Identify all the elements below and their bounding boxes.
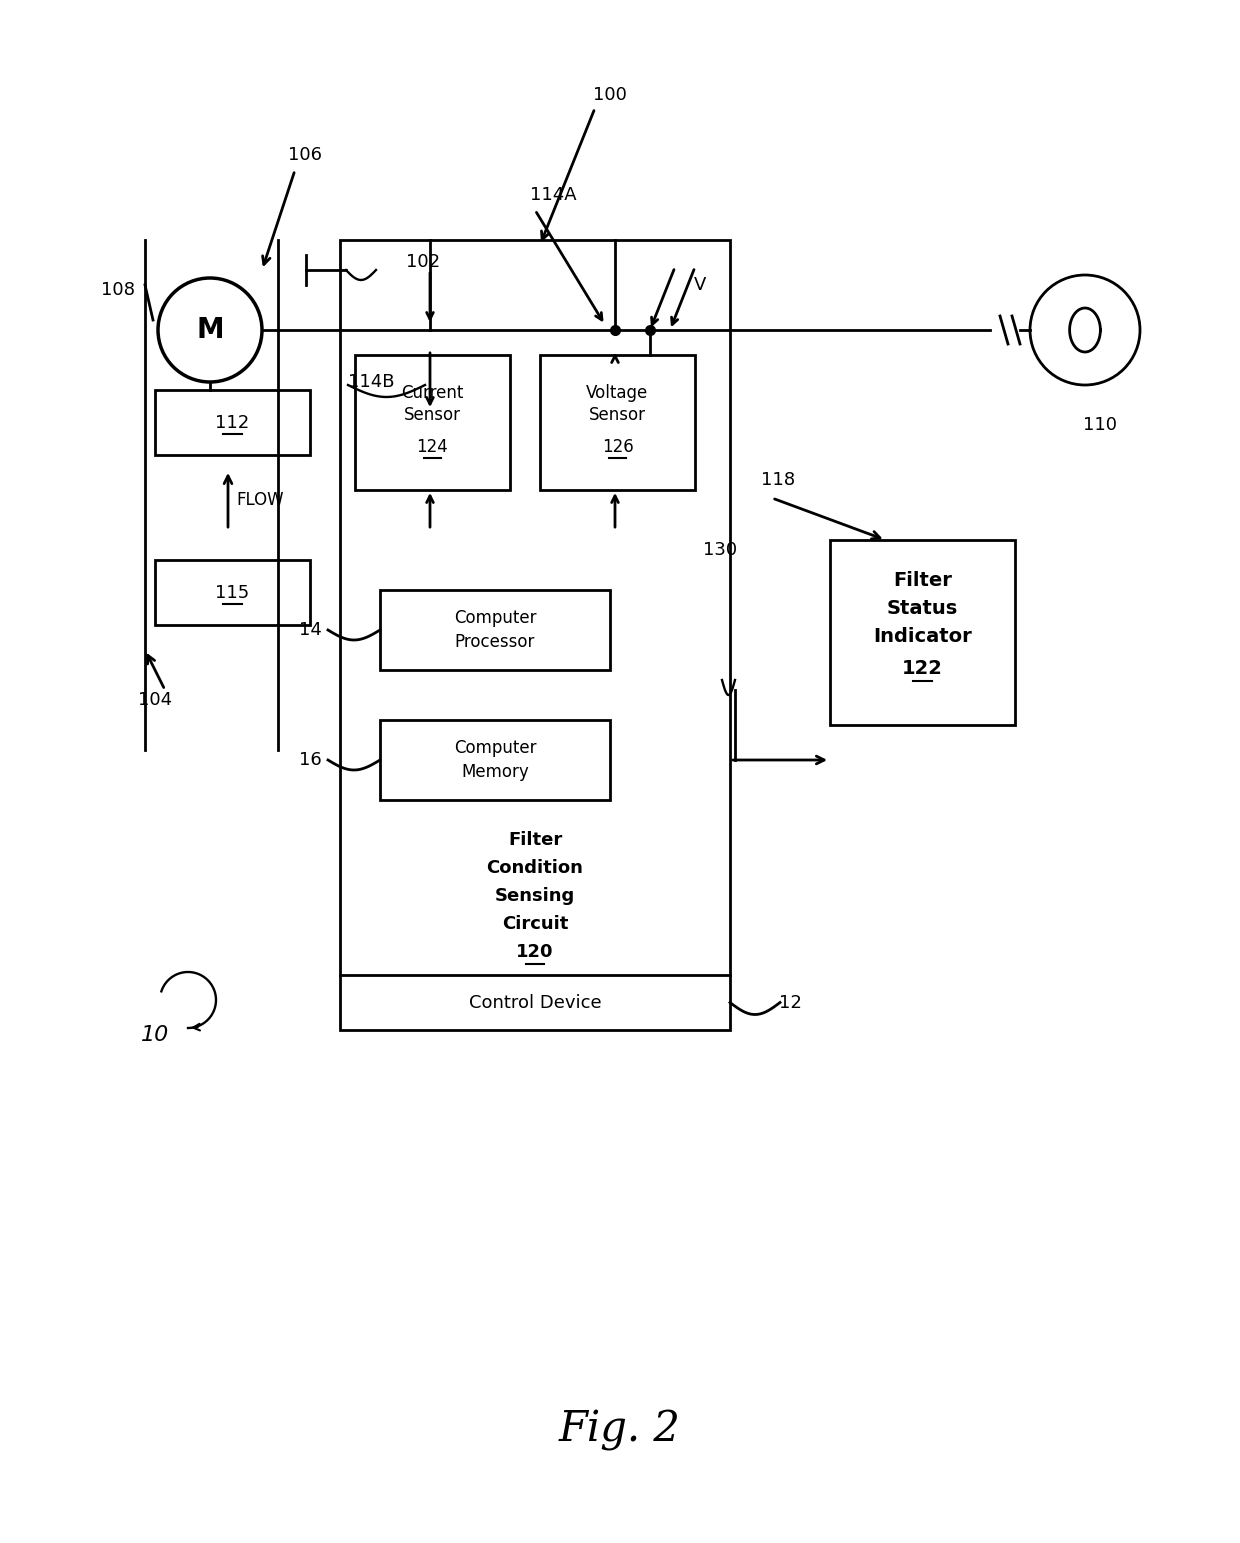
Text: 130: 130: [703, 542, 737, 559]
Text: 100: 100: [593, 86, 627, 103]
Bar: [340, 241, 730, 1031]
Text: FLOW: FLOW: [236, 491, 284, 509]
Text: Sensing: Sensing: [495, 887, 575, 906]
Bar: [155, 390, 310, 455]
Bar: [379, 721, 610, 799]
Text: 112: 112: [216, 414, 249, 432]
Text: 115: 115: [216, 583, 249, 602]
Text: 104: 104: [138, 691, 172, 708]
Bar: [155, 560, 310, 625]
Text: 124: 124: [417, 438, 449, 457]
Text: Indicator: Indicator: [873, 626, 972, 645]
Text: 110: 110: [1083, 417, 1117, 434]
Text: 126: 126: [601, 438, 634, 457]
Text: Processor: Processor: [455, 633, 536, 651]
Text: Memory: Memory: [461, 762, 529, 781]
Text: Circuit: Circuit: [502, 915, 568, 934]
Text: 118: 118: [761, 471, 795, 489]
Text: 12: 12: [779, 994, 801, 1012]
Text: 10: 10: [141, 1025, 169, 1045]
Bar: [379, 589, 610, 670]
Bar: [355, 355, 510, 491]
Text: 114A: 114A: [529, 187, 577, 204]
Text: Sensor: Sensor: [589, 406, 646, 424]
Text: 108: 108: [100, 281, 135, 299]
Bar: [539, 355, 694, 491]
Text: Filter: Filter: [508, 832, 562, 849]
Text: Condition: Condition: [486, 859, 584, 876]
Text: 122: 122: [901, 659, 942, 677]
Text: 106: 106: [288, 147, 322, 164]
Text: 16: 16: [299, 751, 322, 768]
Text: Voltage: Voltage: [587, 384, 649, 403]
Text: Current: Current: [402, 384, 464, 403]
Text: Computer: Computer: [454, 609, 536, 626]
Text: Computer: Computer: [454, 739, 536, 758]
Text: 102: 102: [405, 253, 440, 272]
Text: Filter: Filter: [893, 571, 952, 589]
Text: Control Device: Control Device: [469, 994, 601, 1012]
Bar: [830, 540, 1016, 725]
Text: Sensor: Sensor: [404, 406, 461, 424]
Text: 14: 14: [299, 620, 322, 639]
Text: 114B: 114B: [348, 373, 394, 390]
Text: V: V: [694, 276, 707, 295]
Text: Fig. 2: Fig. 2: [559, 1409, 681, 1450]
Text: M: M: [196, 316, 223, 344]
Text: Status: Status: [887, 599, 959, 617]
Text: 120: 120: [516, 943, 554, 961]
